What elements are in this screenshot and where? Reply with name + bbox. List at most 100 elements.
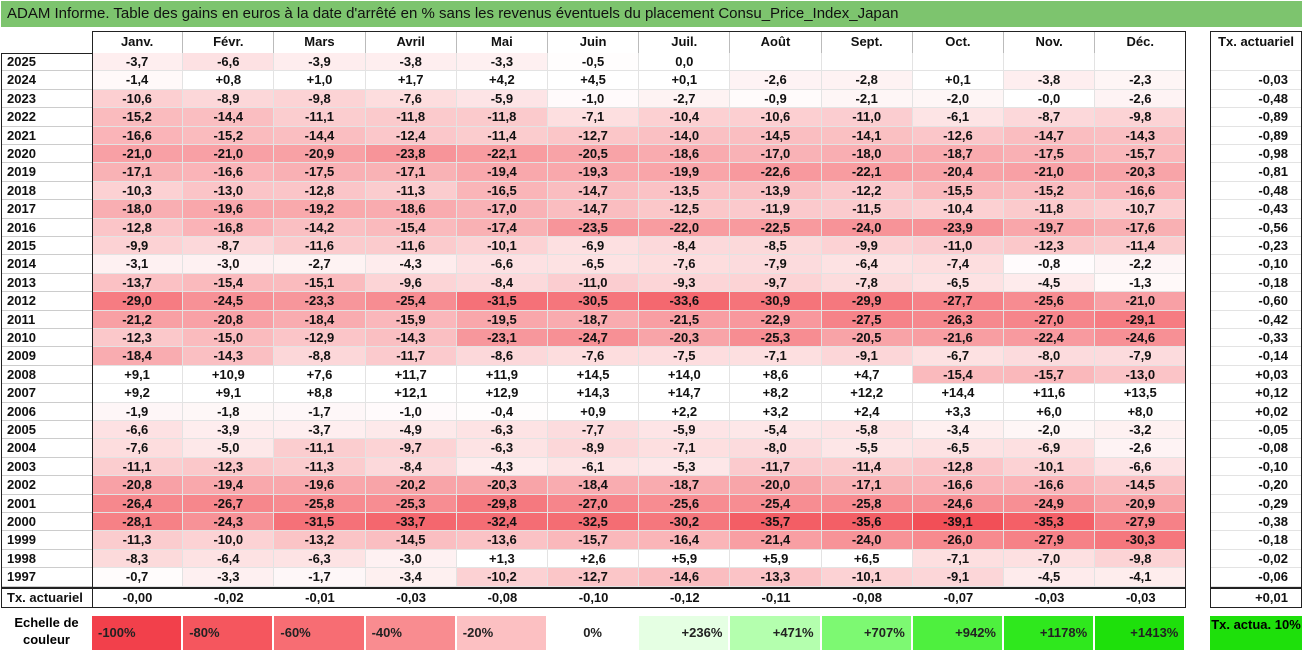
heatmap-cell: -19,4 — [456, 163, 548, 182]
heatmap-cell: -13,0 — [1095, 365, 1187, 385]
heatmap-cell: -21,4 — [730, 531, 822, 550]
heatmap-cell: -10,3 — [92, 181, 184, 201]
heatmap-cell: -18,7 — [548, 310, 640, 329]
rate-cell: -0,08 — [1210, 439, 1302, 458]
heatmap-cell: -11,1 — [274, 108, 366, 127]
heatmap-cell: +1,3 — [456, 549, 548, 569]
month-header: Juil. — [639, 31, 731, 53]
summary-cell: -0,08 — [821, 587, 913, 608]
heatmap-cell: -19,9 — [639, 163, 731, 182]
rate-summary: +0,01 — [1210, 587, 1302, 608]
heatmap-cell — [730, 53, 822, 72]
heatmap-cell: +8,2 — [730, 384, 822, 403]
year-label: 2008 — [1, 365, 92, 385]
heatmap-cell: -15,7 — [1004, 365, 1096, 385]
heatmap-cell: -9,7 — [730, 273, 822, 293]
heatmap-cell: -15,5 — [912, 181, 1004, 201]
heatmap-cell — [912, 53, 1004, 72]
heatmap-cell: -15,1 — [274, 273, 366, 293]
heatmap-cell: -11,0 — [548, 273, 640, 293]
heatmap-cell: -25,4 — [730, 494, 822, 513]
heatmap-cell: -13,2 — [274, 531, 366, 550]
month-header: Mars — [274, 31, 366, 53]
year-label: 2021 — [1, 126, 92, 145]
heatmap-cell: -18,7 — [912, 145, 1004, 164]
year-label: 2003 — [1, 457, 92, 477]
heatmap-cell: -23,3 — [274, 292, 366, 311]
legend-swatch: +471% — [730, 616, 820, 650]
heatmap-cell: -39,1 — [912, 513, 1004, 532]
heatmap-cell: +8,8 — [274, 384, 366, 403]
month-header: Nov. — [1004, 31, 1096, 53]
heatmap-cell: -27,0 — [548, 494, 640, 513]
heatmap-cell: -16,6 — [183, 163, 275, 182]
heatmap-cell: -14,4 — [183, 108, 275, 127]
rate-cell: -0,02 — [1210, 549, 1302, 569]
heatmap-cell: -20,0 — [730, 476, 822, 495]
heatmap-cell: -16,6 — [1004, 476, 1096, 495]
heatmap-cell: +5,9 — [639, 549, 731, 569]
rate-cell: -0,14 — [1210, 347, 1302, 366]
heatmap-cell: +1,0 — [274, 71, 366, 90]
rate-cell: -0,33 — [1210, 329, 1302, 348]
heatmap-cell: -10,6 — [730, 108, 822, 127]
heatmap-cell: +14,7 — [639, 384, 731, 403]
rate-cell: -0,43 — [1210, 200, 1302, 219]
heatmap-cell: -16,4 — [639, 531, 731, 550]
month-header: Déc. — [1095, 31, 1187, 53]
heatmap-cell: -14,2 — [274, 218, 366, 237]
heatmap-cell: -18,0 — [821, 145, 913, 164]
heatmap-cell: -16,8 — [183, 218, 275, 237]
heatmap-cell: -12,9 — [274, 329, 366, 348]
heatmap-cell: -35,3 — [1004, 513, 1096, 532]
heatmap-cell: -13,9 — [730, 181, 822, 201]
heatmap-cell: -25,6 — [639, 494, 731, 513]
heatmap-cell: -6,6 — [456, 255, 548, 274]
heatmap-cell: -7,1 — [912, 549, 1004, 569]
year-frame — [1, 53, 93, 608]
heatmap-cell: -24,3 — [183, 513, 275, 532]
heatmap-cell: -17,1 — [821, 476, 913, 495]
heatmap-cell: -12,3 — [183, 457, 275, 477]
rate-cell: +0,12 — [1210, 384, 1302, 403]
heatmap-cell: -0,0 — [1004, 89, 1096, 109]
rate-cell: -0,89 — [1210, 108, 1302, 127]
rate-cell: -0,20 — [1210, 476, 1302, 495]
heatmap-cell: -3,2 — [1095, 421, 1187, 440]
heatmap-cell: -1,0 — [548, 89, 640, 109]
month-header: Janv. — [92, 31, 184, 53]
rate-summary-divider — [1210, 586, 1302, 589]
heatmap-cell: -25,8 — [821, 494, 913, 513]
heatmap-cell: +6,5 — [821, 549, 913, 569]
heatmap-cell: -11,7 — [730, 457, 822, 477]
heatmap-cell: -0,5 — [548, 53, 640, 72]
heatmap-cell: +4,2 — [456, 71, 548, 90]
heatmap-cell: +3,2 — [730, 402, 822, 421]
heatmap-cell: -20,5 — [548, 145, 640, 164]
heatmap-cell — [1004, 53, 1096, 72]
legend-swatch: -40% — [365, 616, 455, 650]
heatmap-cell: -20,9 — [1095, 494, 1187, 513]
heatmap-cell: +14,0 — [639, 365, 731, 385]
year-label: 2023 — [1, 89, 92, 109]
heatmap-cell: -30,3 — [1095, 531, 1187, 550]
heatmap-cell: +8,6 — [730, 365, 822, 385]
heatmap-cell: -27,0 — [1004, 310, 1096, 329]
heatmap-cell: -9,9 — [821, 237, 913, 256]
rate-cell: -0,60 — [1210, 292, 1302, 311]
heatmap-cell: -7,9 — [1095, 347, 1187, 366]
heatmap-cell: +10,9 — [183, 365, 275, 385]
heatmap-cell: -23,5 — [548, 218, 640, 237]
summary-cell: -0,11 — [730, 587, 822, 608]
heatmap-cell: -19,4 — [183, 476, 275, 495]
heatmap-cell: -7,9 — [730, 255, 822, 274]
heatmap-frame — [92, 31, 1187, 608]
heatmap-cell: -17,1 — [92, 163, 184, 182]
year-label: 2024 — [1, 71, 92, 90]
summary-cell: -0,01 — [274, 587, 366, 608]
heatmap-cell: -6,4 — [821, 255, 913, 274]
year-label: 1997 — [1, 568, 92, 587]
heatmap-cell: -2,2 — [1095, 255, 1187, 274]
heatmap-cell: -13,7 — [92, 273, 184, 293]
heatmap-cell: -6,6 — [92, 421, 184, 440]
